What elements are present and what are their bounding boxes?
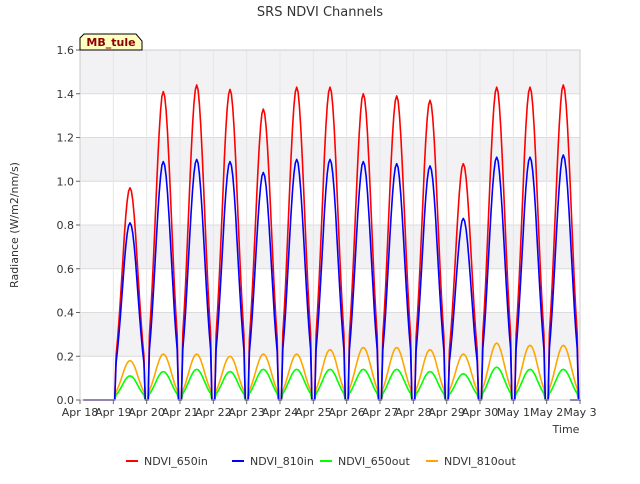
legend-label: NDVI_650out	[338, 455, 410, 468]
y-tick-label: 1.2	[57, 132, 75, 145]
x-tick-label: May 3	[563, 406, 596, 419]
x-tick-label: Apr 29	[428, 406, 465, 419]
plot-band	[80, 268, 580, 313]
legend-label: NDVI_810out	[444, 455, 516, 468]
x-tick-label: Apr 18	[62, 406, 99, 419]
y-tick-label: 0.0	[57, 394, 75, 407]
x-tick-label: Apr 20	[128, 406, 165, 419]
annotation-box: MB_tule	[79, 33, 143, 51]
chart-title: SRS NDVI Channels	[257, 5, 383, 20]
x-tick-label: Apr 21	[162, 406, 199, 419]
x-tick-label: May 1	[497, 406, 530, 419]
y-axis-label: Radiance (W/m2/nm/s)	[8, 162, 21, 288]
x-tick-label: Apr 24	[262, 406, 299, 419]
annotation-label: MB_tule	[86, 36, 135, 49]
plot-band	[80, 181, 580, 225]
plot-band	[80, 93, 580, 138]
x-tick-label: Apr 25	[295, 406, 332, 419]
x-tick-label: Apr 28	[395, 406, 432, 419]
x-tick-label: Apr 27	[362, 406, 399, 419]
y-tick-label: 0.6	[57, 263, 75, 276]
legend-label: NDVI_810in	[250, 455, 314, 468]
y-tick-label: 1.4	[57, 88, 75, 101]
x-tick-label: May 2	[530, 406, 563, 419]
y-tick-label: 0.2	[57, 350, 75, 363]
y-tick-label: 0.8	[57, 219, 75, 232]
y-tick-label: 1.0	[57, 175, 75, 188]
y-tick-label: 1.6	[57, 44, 75, 57]
plot-band	[80, 356, 580, 400]
x-tick-label: Apr 22	[195, 406, 232, 419]
x-tick-label: Apr 23	[228, 406, 265, 419]
plot-band	[80, 225, 580, 269]
x-tick-label: Apr 19	[95, 406, 132, 419]
y-tick-label: 0.4	[57, 307, 75, 320]
x-tick-label: Apr 26	[328, 406, 365, 419]
x-axis-label: Time	[552, 423, 580, 436]
legend: NDVI_650in NDVI_810in NDVI_650out NDVI_810o…	[126, 455, 516, 468]
legend-label: NDVI_650in	[144, 455, 208, 468]
x-tick-label: Apr 30	[462, 406, 499, 419]
